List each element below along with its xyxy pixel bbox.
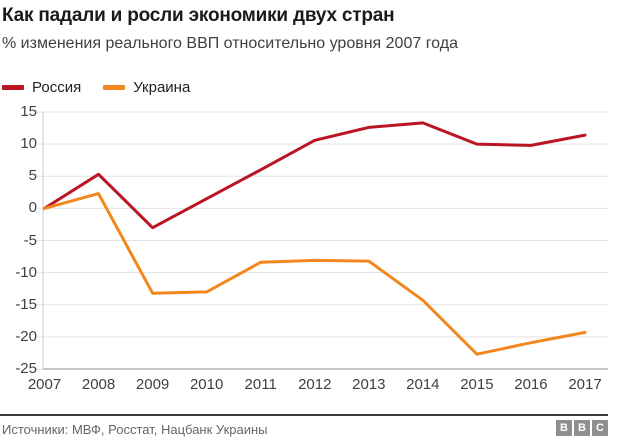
- x-axis-label: 2013: [352, 376, 386, 393]
- source-caption: Источники: МВФ, Росстат, Нацбанк Украины: [2, 422, 268, 437]
- ukraine-swatch-icon: [103, 84, 126, 90]
- chart-subtitle: % изменения реального ВВП относительно у…: [2, 35, 458, 52]
- bbc-logo-block-b1: B: [556, 420, 572, 436]
- bbc-logo: B B C: [556, 420, 608, 436]
- legend-label-ukraine: Украина: [133, 78, 191, 96]
- x-axis-label: 2011: [244, 376, 277, 393]
- y-axis-label: -20: [15, 327, 37, 345]
- y-axis-label: -25: [15, 360, 37, 377]
- y-axis-label: -10: [15, 263, 37, 281]
- bbc-logo-block-c: C: [592, 420, 608, 436]
- y-axis-label: 0: [28, 199, 37, 217]
- legend-item-ukraine: Украина: [103, 79, 190, 96]
- series-line-russia: [43, 121, 587, 230]
- legend-label-russia: Россия: [32, 78, 82, 96]
- bbc-logo-block-b2: B: [574, 420, 590, 436]
- page-title: Как падали и росли экономики двух стран: [2, 5, 395, 26]
- russia-swatch-icon: [2, 84, 24, 90]
- y-axis-label: 5: [28, 167, 37, 185]
- x-axis-label: 2009: [135, 376, 170, 393]
- x-axis-label: 2010: [189, 376, 224, 393]
- series-line-ukraine: [43, 192, 587, 356]
- x-axis-label: 2007: [27, 376, 62, 393]
- y-axis-label: -5: [23, 231, 37, 249]
- x-axis-label: 2017: [568, 376, 602, 393]
- y-axis-label: -15: [15, 295, 37, 313]
- x-axis-label: 2015: [460, 376, 494, 393]
- x-axis-label: 2008: [81, 376, 116, 393]
- legend: Россия Украина: [2, 78, 212, 96]
- y-axis-label: 10: [20, 135, 37, 153]
- x-axis-label: 2012: [298, 376, 332, 393]
- y-axis-label: 15: [20, 103, 37, 120]
- x-axis-label: 2016: [514, 376, 548, 393]
- legend-item-russia: Россия: [2, 79, 81, 96]
- footer-divider: [0, 414, 608, 416]
- x-axis-label: 2014: [406, 376, 440, 393]
